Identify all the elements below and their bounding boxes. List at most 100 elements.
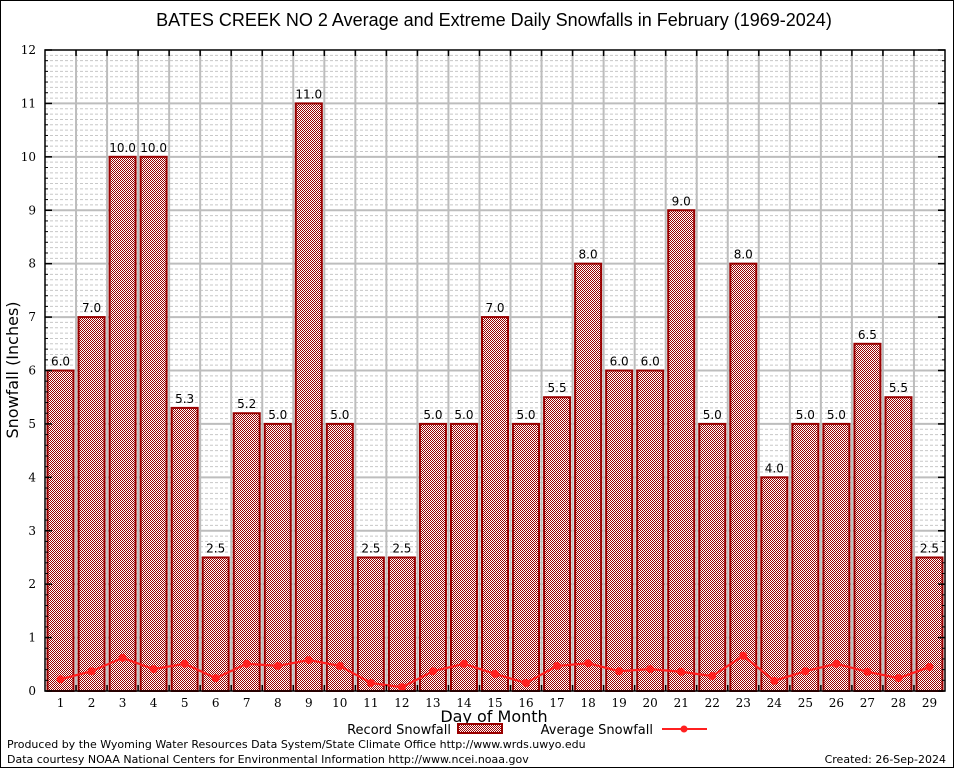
legend: Record Snowfall Average Snowfall (347, 723, 707, 738)
average-point (925, 662, 934, 671)
y-tick-label: 5 (28, 417, 36, 431)
x-tick-label: 23 (736, 696, 751, 710)
bar-value-label: 5.0 (827, 408, 846, 422)
bar-value-label: 5.0 (330, 408, 349, 422)
y-tick-label: 4 (28, 470, 36, 484)
average-point (615, 667, 624, 676)
x-tick-label: 3 (119, 696, 127, 710)
bar-value-label: 7.0 (82, 301, 101, 315)
x-tick-label: 27 (860, 696, 875, 710)
record-bar (698, 422, 727, 692)
x-tick-label: 10 (332, 696, 347, 710)
record-bar (294, 102, 323, 692)
bar-value-label: 8.0 (734, 248, 753, 262)
x-tick-label: 5 (181, 696, 189, 710)
bar-value-label: 6.0 (51, 355, 70, 369)
x-tick-label: 17 (549, 696, 564, 710)
bar-value-label: 9.0 (672, 194, 691, 208)
bar-value-label: 5.5 (889, 381, 908, 395)
y-tick-label: 9 (28, 203, 36, 217)
record-bar (170, 406, 199, 692)
average-point (397, 683, 406, 692)
chart-title: BATES CREEK NO 2 Average and Extreme Dai… (156, 10, 832, 30)
x-tick-label: 16 (518, 696, 533, 710)
average-point (832, 659, 841, 668)
average-point (491, 669, 499, 678)
x-tick-label: 19 (611, 696, 626, 710)
x-tick-label: 26 (829, 696, 844, 710)
average-point (646, 665, 655, 674)
record-bar (667, 209, 696, 692)
x-tick-label: 7 (243, 696, 251, 710)
footer-data-courtesy: Data courtesy NOAA National Centers for … (7, 753, 529, 766)
record-bar (605, 369, 634, 692)
record-bar (729, 262, 758, 692)
legend-swatch-record (457, 723, 503, 734)
legend-label-average: Average Snowfall (541, 723, 653, 738)
x-tick-label: 8 (274, 696, 282, 710)
y-tick-label: 2 (28, 577, 36, 591)
bar-value-label: 6.0 (641, 355, 660, 369)
x-tick-label: 14 (456, 696, 472, 710)
average-point (273, 661, 282, 670)
average-point (894, 674, 903, 683)
record-bar (108, 155, 137, 693)
x-tick-label: 2 (88, 696, 96, 710)
bar-value-label: 10.0 (140, 141, 167, 155)
bar-value-label: 4.0 (765, 461, 784, 475)
bar-value-label: 2.5 (361, 541, 380, 555)
legend-label-record: Record Snowfall (347, 723, 451, 738)
y-tick-label: 6 (28, 364, 36, 378)
y-tick-label: 12 (21, 43, 36, 57)
record-bar (232, 412, 261, 692)
average-point (366, 678, 375, 687)
x-tick-label: 11 (363, 696, 378, 710)
x-tick-label: 28 (891, 696, 906, 710)
x-tick-label: 20 (643, 696, 658, 710)
record-bar (387, 556, 416, 692)
bar-value-label: 5.0 (703, 408, 722, 422)
footer-produced-by: Produced by the Wyoming Water Resources … (7, 738, 586, 751)
x-tick-label: 21 (674, 696, 689, 710)
record-bar (512, 422, 541, 692)
record-bar (760, 476, 789, 693)
record-bar (139, 155, 168, 693)
bar-value-label: 2.5 (920, 541, 939, 555)
bar-value-label: 5.0 (796, 408, 815, 422)
record-bar (356, 556, 385, 692)
average-point (522, 678, 531, 687)
y-tick-label: 11 (21, 96, 36, 110)
y-axis-label: Snowfall (Inches) (3, 301, 22, 438)
bar-value-label: 8.0 (579, 248, 598, 262)
average-point (149, 665, 158, 674)
bar-value-label: 5.0 (454, 408, 473, 422)
bar-value-label: 5.2 (237, 397, 256, 411)
record-bar (791, 422, 820, 692)
x-tick-label: 29 (922, 696, 937, 710)
record-bar (263, 422, 292, 692)
average-point (118, 653, 127, 662)
bar-value-label: 5.3 (175, 392, 194, 406)
bar-value-label: 5.0 (268, 408, 287, 422)
average-point (770, 676, 779, 685)
y-tick-label: 7 (28, 310, 36, 324)
bar-value-label: 2.5 (206, 541, 225, 555)
x-tick-label: 12 (394, 696, 409, 710)
average-point (677, 667, 686, 676)
bar-value-label: 7.0 (485, 301, 504, 315)
y-tick-label: 0 (28, 684, 36, 698)
average-point (739, 651, 748, 660)
bar-value-label: 2.5 (392, 541, 411, 555)
x-tick-label: 22 (705, 696, 720, 710)
record-bar (574, 262, 603, 692)
bar-value-label: 5.5 (548, 381, 567, 395)
record-bar (636, 369, 665, 692)
x-tick-label: 15 (487, 696, 502, 710)
record-bar (853, 342, 882, 692)
average-point (87, 667, 96, 676)
x-tick-label: 4 (150, 696, 158, 710)
y-tick-label: 10 (21, 150, 36, 164)
x-tick-label: 18 (580, 696, 595, 710)
bar-value-label: 11.0 (295, 87, 322, 101)
